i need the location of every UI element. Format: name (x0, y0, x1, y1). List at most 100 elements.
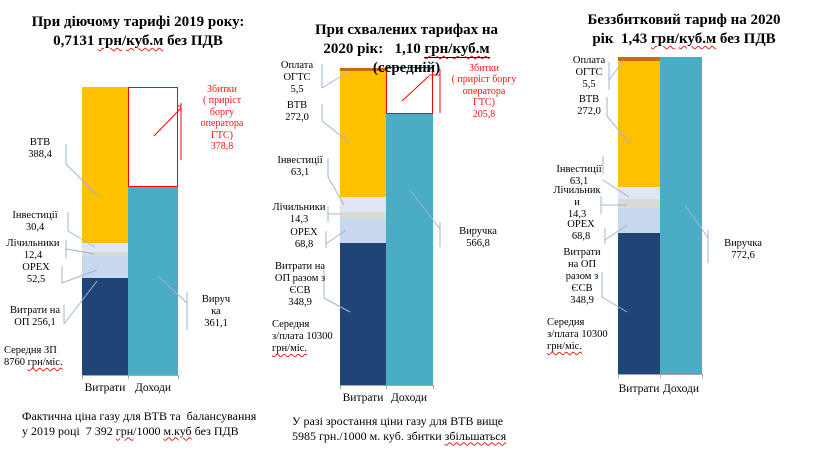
text-line: ЄСВ (561, 283, 603, 295)
axis-tick (702, 374, 703, 378)
bar-segment-vyruchka (660, 57, 702, 374)
text-part: збільшаться (444, 428, 507, 443)
text-part: грн/міс. (27, 356, 63, 368)
chart-label-opex: OPEX 52,5 (10, 262, 62, 286)
bar-segment-opex (618, 208, 660, 233)
text-part: 348,9 (288, 296, 312, 308)
text-line: 0,7131 грн/куб.м без ПДВ (18, 32, 258, 51)
text-part: грн (424, 40, 449, 58)
text-part: 272,0 (285, 111, 309, 123)
text-part: разом з (565, 270, 599, 282)
chart-label-vtv: ВТВ 272,0 (567, 94, 611, 118)
bar-segment-vtv (340, 71, 386, 197)
text-line: Середня ЗП (4, 345, 68, 357)
text-part: ОГТС (575, 66, 603, 78)
text-line: Беззбитковий тариф на 2020 (559, 11, 809, 30)
text-line: рік 1,43 грн/куб.м без ПДВ (559, 30, 809, 49)
text-line: Фактична ціна газу для ВТВ та балансуван… (22, 409, 270, 424)
chart-plot: Витрати Доходи Оплата ОГТС 5,5 ВТВ 272,0 Інвест… (545, 0, 817, 470)
text-part: 12,4 (23, 249, 43, 261)
panel-current-tariff-2019: При діючому тарифі 2019 року: 0,7131 грн/… (0, 0, 272, 470)
bar-segment-zbytky (128, 87, 178, 187)
axis-tick (178, 375, 179, 379)
text-part: / (121, 32, 127, 49)
text-part: без ПДВ (163, 32, 223, 49)
text-part: Витрати (563, 247, 601, 258)
text-line: боргу (190, 107, 254, 118)
text-line: 68,8 (282, 239, 326, 251)
axis-tick (128, 375, 129, 379)
text-part: грн (115, 423, 134, 438)
panel-title: Беззбитковий тариф на 2020 рік 1,43 грн/к… (559, 11, 809, 49)
chart-label-zbytky-note: Збитки( приріст боргу оператора ГТС) 205,8 (445, 63, 523, 120)
text-line: ВТВ (14, 137, 66, 149)
text-part: ОП разом з (274, 272, 326, 284)
text-part: грн (651, 30, 675, 47)
text-part: Витрати на (9, 305, 61, 316)
text-part: / (674, 30, 679, 47)
chart-label-vytraty-op: Витрати на ОП разом з ЄСВ 348,9 (561, 247, 603, 307)
chart-label-vtv: ВТВ 388,4 (14, 137, 66, 161)
text-line: з/плата 10300 (547, 329, 608, 341)
axis-tick (82, 375, 83, 379)
text-part: 14,3 (289, 213, 309, 225)
text-line: Інвестиції (272, 155, 328, 167)
text-part: Інвестиції (556, 164, 602, 175)
text-part: Виручка (459, 226, 497, 237)
axis-category-label: Витрати (84, 382, 126, 394)
panel-approved-tariff-2020: При схвалених тарифах на 2020 рік: 1,10 г… (272, 0, 545, 470)
axis-category-label: Доходи (134, 382, 172, 394)
text-part: OPEX (567, 219, 595, 230)
text-line: 378,8 (190, 141, 254, 152)
text-line: При діючому тарифі 2019 року: (18, 13, 258, 32)
text-line: разом з (561, 271, 603, 283)
text-part: з/плата 10300 (272, 330, 333, 342)
bar-segment-lichylnyky (82, 252, 128, 256)
text-part: Збитки (206, 84, 238, 95)
text-part: Середня ЗП (4, 345, 57, 356)
chart-label-oplata-ohts: Оплата ОГТС 5,5 (565, 55, 613, 91)
text-line: ка (196, 306, 236, 318)
bar-segment-vyruchka (128, 187, 178, 375)
text-part: Середня (272, 319, 310, 330)
text-part: 388,4 (28, 148, 52, 160)
text-part: Фактична ціна газу для ВТВ та балансуван… (22, 409, 257, 423)
text-line: ОГТС (565, 67, 613, 79)
axis-tick (660, 374, 661, 378)
text-part: у 2019 році 7 392 (22, 423, 116, 438)
text-line: 205,8 (445, 109, 523, 120)
text-line: 5,5 (565, 79, 613, 91)
text-line: з/плата 10300 (272, 330, 333, 343)
text-line: и (553, 197, 601, 209)
text-part: Середня (547, 317, 585, 328)
axis-tick (618, 374, 619, 378)
text-line: У разі зростання ціни газу для ВТВ вище (292, 414, 542, 429)
text-part: без ПДВ (716, 30, 776, 47)
text-line: Витрати на (272, 261, 328, 273)
axis-tick (386, 385, 387, 389)
text-line: Лічильники (0, 238, 66, 250)
text-part: и (574, 196, 580, 208)
text-part: 63,1 (290, 166, 310, 178)
text-line: 63,1 (272, 167, 328, 179)
chart-label-opex: OPEX 68,8 (559, 219, 603, 243)
text-line: 272,0 (274, 112, 320, 124)
text-part: При діючому тарифі 2019 року: (31, 14, 245, 30)
panel-title: При схвалених тарифах на 2020 рік: 1,10 г… (284, 21, 529, 78)
text-part: ВТВ (286, 100, 308, 111)
chart-label-vtv: ВТВ 272,0 (274, 100, 320, 124)
text-part: ( приріст (202, 95, 242, 107)
text-line: 30,4 (4, 222, 66, 234)
text-line: ОП разом з (272, 273, 328, 285)
text-part: Витрати на (274, 261, 326, 272)
text-part: ОП 256,1 (14, 316, 56, 328)
text-part: 68,8 (294, 238, 314, 250)
axis-tick (433, 385, 434, 389)
text-line: 348,9 (272, 297, 328, 309)
text-part: ( приріст боргу (451, 74, 517, 86)
bar-segment-investytsii (618, 187, 660, 199)
axis-category-label: Доходи (390, 392, 428, 404)
panel-title: При діючому тарифі 2019 року: 0,7131 грн/… (18, 13, 258, 51)
text-part: боргу (209, 106, 235, 118)
